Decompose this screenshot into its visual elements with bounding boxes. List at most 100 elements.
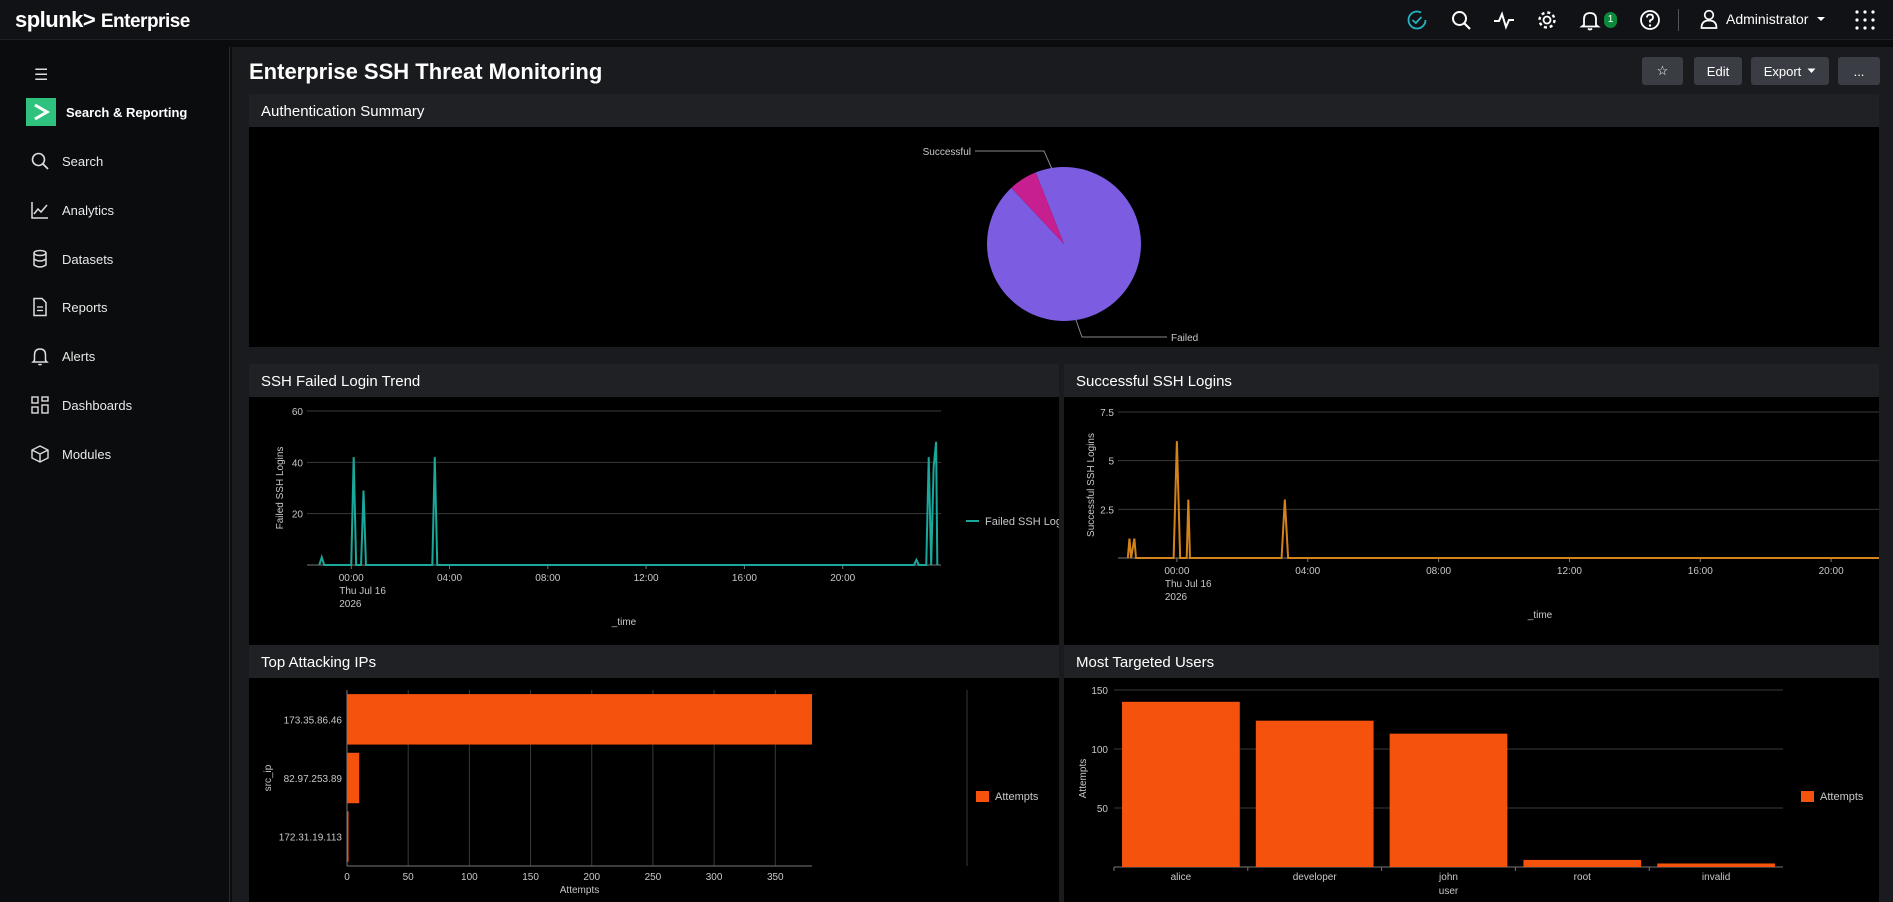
y-tick-label: 7.5 (1100, 408, 1114, 419)
x-axis-title: _time (611, 617, 637, 628)
bell-icon[interactable] (1579, 9, 1601, 31)
y-tick-label: 20 (292, 510, 304, 521)
help-icon[interactable] (1639, 9, 1661, 31)
sidebar-item-modules[interactable]: Modules (30, 444, 111, 464)
pie-chart: Successful Failed (923, 147, 1199, 344)
menu-toggle-icon[interactable]: ☰ (34, 67, 49, 84)
x-tick-label: 08:00 (1426, 566, 1451, 577)
pie-slice-successful (1011, 172, 1064, 244)
y-tick-label: 50 (1097, 804, 1109, 815)
edit-button[interactable]: Edit (1694, 57, 1742, 85)
panel-successful-logins: Successful SSH Logins 2.5 5 7.5 00:00 04:00 0… (1064, 364, 1879, 679)
bar (347, 752, 360, 804)
x-tick-label: 00:00 (1164, 566, 1189, 577)
panel-authentication-summary: Authentication Summary Successful Failed (249, 94, 1879, 347)
y-tick-label: 100 (1091, 745, 1108, 756)
pie-leader-line (975, 150, 1053, 170)
notification-badge: 1 (1604, 12, 1617, 28)
y-tick-label: 2.5 (1100, 505, 1114, 516)
top-bar: splunk> Enterprise 1 Administrator (0, 0, 1893, 40)
export-button[interactable]: Export (1751, 57, 1829, 85)
bar (1523, 859, 1642, 867)
y-tick-label: 173.35.86.46 (284, 715, 343, 726)
panel-failed-login-trend: SSH Failed Login Trend 20 40 60 00:00 04:00 0… (249, 364, 1059, 687)
x-tick-label: 20:00 (830, 573, 855, 584)
search-icon[interactable] (1450, 9, 1472, 31)
x-tick-label: 12:00 (634, 573, 659, 584)
user-menu[interactable]: Administrator (1700, 9, 1826, 29)
x-tick-label: developer (1293, 872, 1338, 883)
favorite-button[interactable]: ☆ (1642, 57, 1683, 85)
sidebar-item-datasets[interactable]: Datasets (30, 249, 113, 269)
modules-icon (31, 445, 49, 463)
health-check-icon[interactable] (1406, 9, 1428, 31)
sidebar-item-label: Analytics (62, 202, 115, 218)
x-tick-label: 150 (522, 872, 539, 883)
x-tick-label: root (1574, 872, 1591, 883)
y-axis-title: Attempts (1078, 759, 1089, 798)
splunk-logo[interactable]: splunk> Enterprise (15, 7, 190, 33)
x-tick-label: 04:00 (437, 573, 462, 584)
dashboards-icon (31, 396, 49, 414)
user-name: Administrator (1726, 11, 1809, 27)
pie-leader-line (1075, 319, 1167, 338)
sidebar-item-label: Modules (62, 446, 112, 462)
panel-title: Most Targeted Users (1076, 654, 1215, 671)
gear-icon[interactable] (1536, 9, 1558, 31)
x-axis-title: _time (1527, 610, 1553, 621)
x-date-label: Thu Jul 16 (339, 586, 386, 597)
alerts-icon (31, 348, 49, 366)
sidebar-item-search[interactable]: Search (30, 151, 103, 171)
failed-login-line-chart: 20 40 60 00:00 04:00 08:00 12:00 16:00 20:00 Thu … (275, 407, 1059, 628)
sidebar-item-analytics[interactable]: Analytics (30, 200, 114, 220)
x-date-label: 2026 (1165, 592, 1188, 603)
bar (1389, 733, 1508, 867)
bar (1657, 863, 1775, 867)
y-tick-label: 40 (292, 458, 304, 469)
datasets-icon (33, 249, 47, 268)
panel-title: SSH Failed Login Trend (261, 373, 421, 390)
more-actions-button[interactable]: ... (1838, 57, 1880, 85)
bar (1122, 701, 1240, 867)
x-axis-title: user (1439, 886, 1459, 897)
panel-top-attacking-ips: Top Attacking IPs 0 50 100 150 200 250 300 350 1… (249, 645, 1059, 902)
app-header[interactable]: Search & Reporting (26, 98, 187, 126)
topbar-divider (1678, 9, 1679, 31)
x-tick-label: 250 (645, 872, 662, 883)
x-tick-label: 100 (461, 872, 478, 883)
y-axis-title: src_ip (263, 764, 274, 791)
x-tick-label: 300 (706, 872, 723, 883)
sidebar-item-label: Search (62, 153, 104, 169)
sidebar: ☰ Search & Reporting Search Analytics Da… (0, 47, 230, 902)
successful-login-line-chart: 2.5 5 7.5 00:00 04:00 08:00 12:00 16:00 20:00 Thu… (1086, 408, 1879, 621)
x-tick-label: 00:00 (339, 573, 364, 584)
sidebar-item-dashboards[interactable]: Dashboards (30, 395, 132, 415)
x-date-label: Thu Jul 16 (1165, 579, 1212, 590)
x-tick-label: alice (1171, 872, 1192, 883)
x-tick-label: 16:00 (1688, 566, 1713, 577)
pie-slice-failed (986, 167, 1141, 322)
sidebar-item-alerts[interactable]: Alerts (30, 346, 95, 366)
analytics-icon (31, 202, 48, 219)
x-tick-label: 04:00 (1295, 566, 1320, 577)
bar (347, 811, 349, 862)
x-date-label: 2026 (339, 599, 362, 610)
y-tick-label: 172.31.19.113 (279, 833, 343, 844)
targeted-users-bar-chart: 50 100 150 alice developer john root invalid use… (1078, 686, 1864, 897)
chevron-down-icon (1817, 17, 1826, 21)
y-tick-label: 82.97.253.89 (284, 774, 343, 785)
app-logo-icon (26, 98, 56, 126)
x-tick-label: 16:00 (732, 573, 757, 584)
x-tick-label: john (1438, 872, 1458, 883)
x-tick-label: 12:00 (1557, 566, 1582, 577)
sidebar-item-reports[interactable]: Reports (30, 297, 108, 317)
y-axis-title: Successful SSH Logins (1086, 433, 1097, 537)
activity-icon[interactable] (1493, 9, 1515, 31)
x-axis-title: Attempts (560, 885, 599, 896)
panel-title: Successful SSH Logins (1076, 373, 1232, 390)
panel-title: Top Attacking IPs (261, 654, 377, 671)
y-tick-label: 150 (1091, 686, 1108, 697)
page-title: Enterprise SSH Threat Monitoring (249, 59, 603, 84)
y-tick-label: 60 (292, 407, 304, 418)
app-grid-icon[interactable] (1854, 9, 1876, 31)
